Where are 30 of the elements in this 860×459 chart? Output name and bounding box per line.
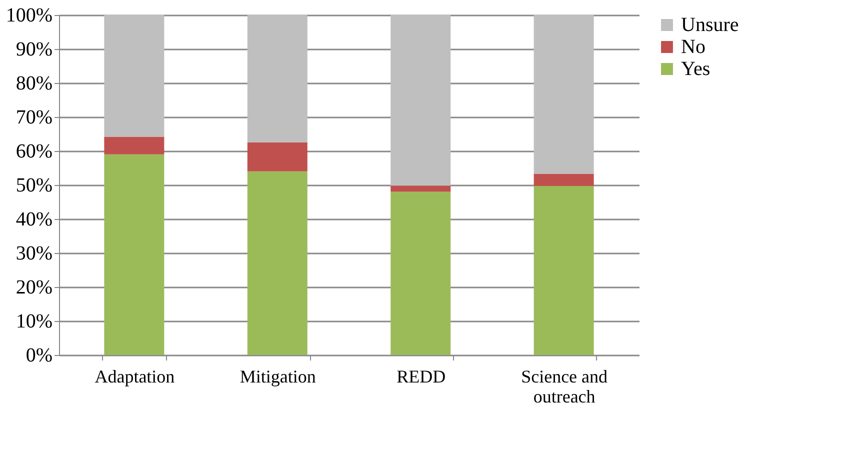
y-tick-label: 30% xyxy=(16,242,52,264)
bar xyxy=(247,15,308,142)
y-tick-label: 70% xyxy=(16,106,52,128)
bar xyxy=(247,142,308,172)
bar xyxy=(534,15,594,174)
y-tick-label: 90% xyxy=(16,38,52,60)
legend-label: Yes xyxy=(681,58,710,80)
y-tick-label: 80% xyxy=(16,72,52,94)
x-tick-label: REDD xyxy=(396,366,446,386)
y-tick-label: 0% xyxy=(26,344,52,366)
bar xyxy=(104,15,164,137)
bar xyxy=(104,154,164,355)
x-tick-label: Mitigation xyxy=(240,366,316,386)
x-tick-label: Adaptation xyxy=(94,366,175,386)
legend-label: Unsure xyxy=(681,14,739,36)
legend-label: No xyxy=(681,36,706,58)
x-tick-label: Science and outreach xyxy=(521,366,608,406)
bar xyxy=(534,174,594,186)
y-tick-label: 20% xyxy=(16,276,52,298)
y-tick-label: 10% xyxy=(16,310,52,332)
y-tick-label: 60% xyxy=(16,140,52,162)
bar xyxy=(534,186,594,355)
bar xyxy=(390,15,451,186)
bar xyxy=(104,136,164,154)
bar xyxy=(390,186,451,192)
y-tick-label: 50% xyxy=(16,174,52,196)
y-tick-label: 100% xyxy=(6,4,52,26)
y-tick-label: 40% xyxy=(16,208,52,230)
bar xyxy=(390,192,451,355)
bar xyxy=(247,171,308,355)
